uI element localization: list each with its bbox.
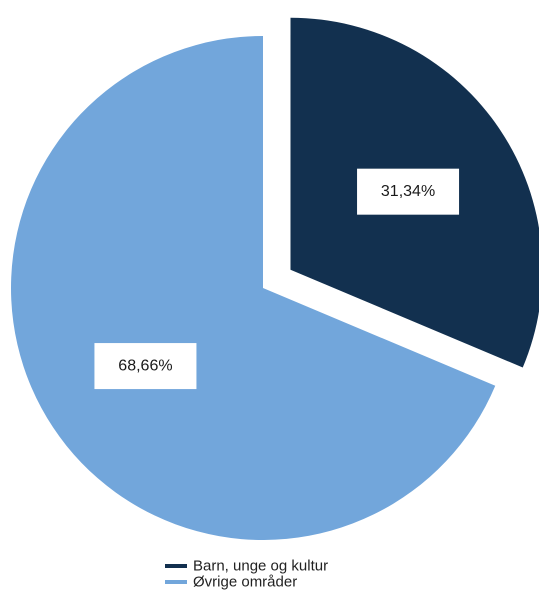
data-label-box bbox=[94, 343, 197, 390]
data-label-box bbox=[357, 168, 460, 215]
legend-swatch-barn-unge-og-kultur bbox=[165, 564, 187, 568]
pie-slices bbox=[11, 17, 539, 541]
data-label-barn-unge-og-kultur: 31,34% bbox=[381, 183, 435, 200]
legend-swatch-ovrige-omrader bbox=[165, 580, 187, 584]
pie-slice-ovrige-omrader bbox=[11, 36, 496, 541]
legend-label-ovrige-omrader: Øvrige områder bbox=[193, 574, 297, 591]
data-label-ovrige-omrader: 68,66% bbox=[118, 358, 172, 375]
legend-label-barn-unge-og-kultur: Barn, unge og kultur bbox=[193, 558, 328, 575]
pie-data-labels: 31,34% 68,66% bbox=[94, 168, 460, 390]
